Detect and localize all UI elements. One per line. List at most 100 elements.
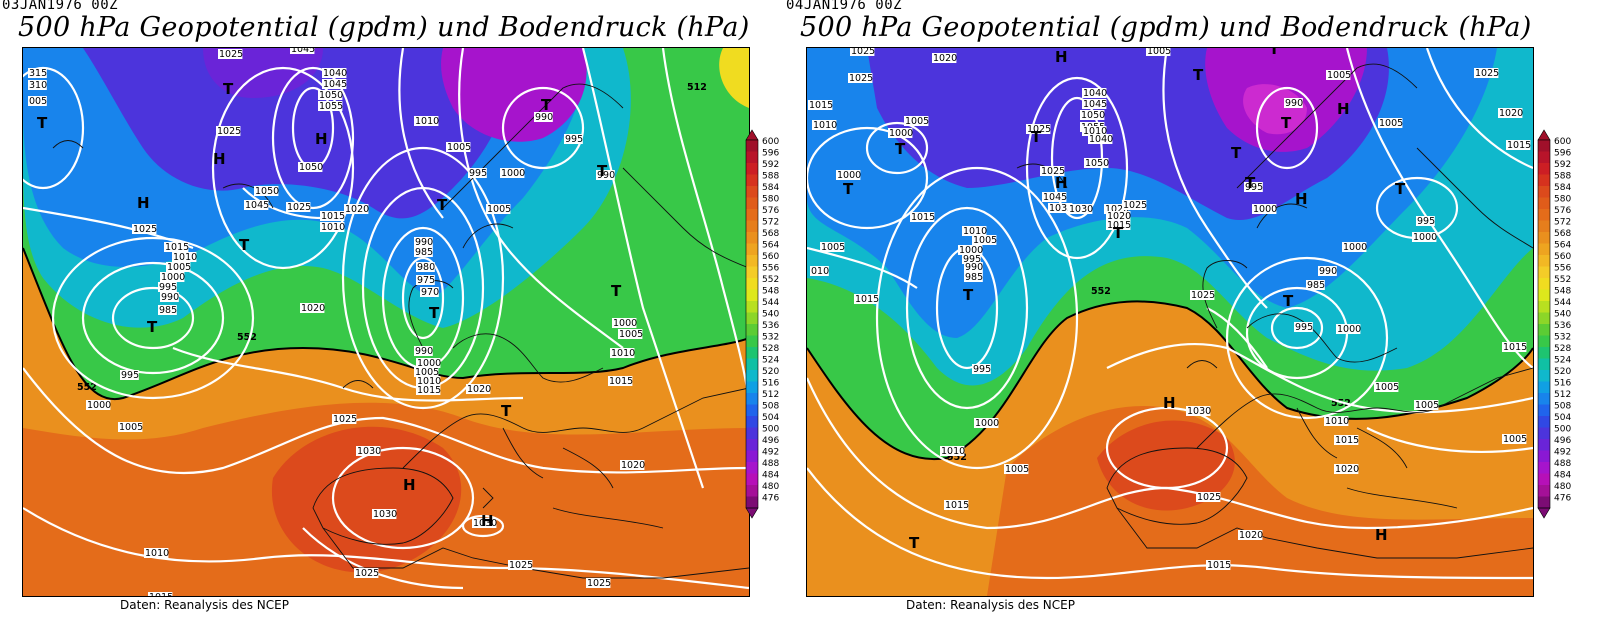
svg-text:1015: 1015 [911, 212, 935, 223]
svg-text:985: 985 [415, 247, 433, 258]
isobar-label: 1025 [1122, 200, 1147, 211]
scale-label: 568 [1554, 229, 1571, 239]
scale-label: 504 [1554, 413, 1571, 423]
svg-text:1000: 1000 [1253, 204, 1277, 215]
isobar-label: 005 [28, 96, 47, 107]
isobar-label: 995 [1244, 182, 1263, 193]
svg-text:970: 970 [421, 287, 439, 298]
scale-label: 540 [1554, 310, 1571, 320]
high-pressure-marker: H [1337, 100, 1350, 118]
scale-arrow-bottom [745, 507, 759, 519]
scale-label: 548 [1554, 287, 1571, 297]
contour-label-552: 552 [237, 332, 257, 343]
isobar-label: 1005 [166, 262, 191, 273]
scale-label: 548 [762, 287, 779, 297]
isobar-label: 1005 [972, 235, 997, 246]
scale-swatch [1538, 312, 1550, 325]
svg-text:1025: 1025 [133, 224, 157, 235]
isobar-label: 1005 [820, 242, 845, 253]
scale-swatch [746, 381, 758, 394]
scale-label: 528 [762, 344, 779, 354]
scale-label: 488 [1554, 459, 1571, 469]
svg-text:980: 980 [417, 262, 435, 273]
map-panel-left: 03JAN1976 00Z 500 hPa Geopotential (gpdm… [2, 0, 779, 612]
scale-label: 492 [762, 448, 779, 458]
isobar-label: 1020 [1238, 530, 1263, 541]
scale-swatch [746, 462, 758, 474]
isobar-label: 1010 [414, 116, 439, 127]
svg-text:1025: 1025 [355, 568, 379, 579]
scale-arrow-bottom [1537, 507, 1551, 519]
svg-text:1015: 1015 [165, 242, 189, 253]
scale-swatch [746, 151, 758, 164]
geopotential-yellow-corner [719, 48, 749, 108]
isobar-label: 1050 [1080, 110, 1105, 121]
isobar-label: 1015 [1502, 342, 1527, 353]
isobar-label: 1015 [320, 211, 345, 222]
svg-text:1025: 1025 [333, 414, 357, 425]
scale-label: 476 [762, 494, 779, 504]
scale-swatch [1538, 450, 1550, 463]
isobar-label: 1045 [244, 200, 269, 211]
scale-swatch [1538, 266, 1550, 279]
scale-label: 544 [1554, 298, 1571, 308]
svg-text:1020: 1020 [1499, 108, 1523, 119]
low-pressure-marker: T [963, 286, 974, 304]
isobar-label: 1005 [1004, 464, 1029, 475]
isobar-label: 1000 [974, 418, 999, 429]
scale-label: 560 [762, 252, 779, 262]
svg-text:985: 985 [159, 305, 177, 316]
scale-label: 500 [1554, 425, 1571, 435]
isobar-label: 1050 [254, 186, 279, 197]
isobar-label: 1005 [1502, 434, 1527, 445]
scale-swatch [746, 347, 758, 359]
weather-map: 552 552 552 [806, 47, 1534, 597]
scale-label: 536 [762, 321, 779, 331]
isobar-label: 1025 [1196, 492, 1221, 503]
scale-label: 592 [1554, 160, 1571, 170]
scale-label: 492 [1554, 448, 1571, 458]
scale-swatch [1538, 255, 1550, 267]
isobar-label: 1050 [298, 162, 323, 173]
scale-label: 520 [1554, 367, 1571, 377]
isobar-label: 1000 [1342, 242, 1367, 253]
isobar-label: 985 [1306, 280, 1325, 291]
isobar-label: 1010 [1324, 416, 1349, 427]
geopotential-deep-low [1243, 84, 1307, 135]
low-pressure-marker: T [1231, 144, 1242, 162]
isobar-label: 1015 [608, 376, 633, 387]
scale-label: 540 [762, 310, 779, 320]
svg-text:1015: 1015 [809, 100, 833, 111]
isobar-label: 1045 [290, 48, 315, 55]
scale-swatch [1538, 140, 1550, 152]
isobar-label: 1020 [1334, 464, 1359, 475]
scale-label: 592 [762, 160, 779, 170]
svg-text:1015: 1015 [1503, 342, 1527, 353]
isobar-label: 1010 [610, 348, 635, 359]
low-pressure-marker: T [223, 80, 234, 98]
scale-swatch [1538, 347, 1550, 359]
svg-text:1000: 1000 [959, 245, 983, 256]
isobars [23, 48, 749, 590]
svg-text:995: 995 [469, 168, 487, 179]
contour-label-552: 552 [1091, 286, 1111, 297]
isobar-label: 1050 [1084, 158, 1109, 169]
scale-label: 572 [1554, 218, 1571, 228]
svg-text:1015: 1015 [149, 592, 173, 596]
svg-text:995: 995 [963, 254, 981, 265]
isobar-label: 1025 [850, 48, 875, 57]
scale-swatch [746, 232, 758, 244]
svg-text:1030: 1030 [1187, 406, 1211, 417]
isobar-label: 1025 [848, 73, 873, 84]
svg-text:995: 995 [121, 370, 139, 381]
scale-swatch [1538, 404, 1550, 417]
low-pressure-marker: T [147, 318, 158, 336]
contour-552 [23, 247, 749, 401]
scale-swatch [1538, 335, 1550, 348]
svg-text:1015: 1015 [1335, 435, 1359, 446]
svg-text:995: 995 [159, 282, 177, 293]
scale-swatch [1538, 209, 1550, 221]
svg-text:1025: 1025 [1027, 124, 1051, 135]
scale-label: 576 [1554, 206, 1571, 216]
scale-swatch [1538, 370, 1550, 382]
